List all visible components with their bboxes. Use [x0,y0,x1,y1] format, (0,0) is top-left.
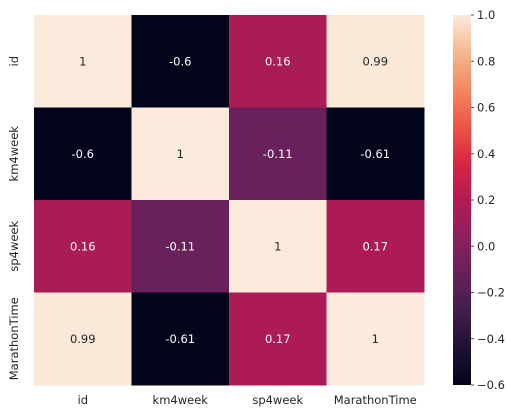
x-axis-tick-labels: id km4week sp4week MarathonTime [78,393,417,407]
cell-value-label-2-2: 1 [274,239,281,253]
heatmap-cell-2-2 [229,200,327,293]
heatmap-cell-1-0 [34,107,132,201]
heatmap-cell-3-3 [326,292,425,386]
heatmap-cell-labels: 1 -0.6 0.16 0.99-0.6 1 -0.11 -0.610.16 -0.11 1 0.… [70,54,390,346]
cell-value-label-0-0: 1 [79,54,86,68]
colorbar-tick-label: −0.4 [477,332,505,346]
cell-value-label-1-3: -0.61 [360,147,390,161]
heatmap-cell-2-0 [34,200,132,293]
heatmap-cell-3-0 [34,292,132,386]
cell-value-label-2-1: -0.11 [165,239,195,253]
heatmap-cell-0-0 [34,15,132,108]
colorbar-tick-labels: −0.6 −0.4 −0.2 0.0 0.2 0.4 0.6 0.8 1.0 [471,8,505,392]
heatmap-cell-1-1 [131,107,230,201]
heatmap-cell-0-2 [229,15,327,108]
x-tick-label: sp4week [252,393,303,407]
heatmap-cells [34,15,425,386]
colorbar-tick-label: 1.0 [477,8,495,22]
heatmap-cell-3-2 [229,292,327,386]
heatmap-cell-1-3 [326,107,425,201]
y-axis-tick-labels: id km4week sp4week MarathonTime [7,56,21,380]
colorbar-tick-label: −0.2 [477,286,505,300]
cell-value-label-2-0: 0.16 [70,239,96,253]
cell-value-label-0-3: 0.99 [362,54,388,68]
colorbar-tick-label: 0.2 [477,193,495,207]
colorbar-tick-label: 0.4 [477,147,495,161]
heatmap-cell-2-1 [131,200,230,293]
heatmap-cell-3-1 [131,292,230,386]
heatmap-cell-2-3 [326,200,425,293]
x-tick-label: id [78,393,89,407]
cell-value-label-1-0: -0.6 [72,147,94,161]
cell-value-label-3-3: 1 [372,332,379,346]
heatmap-cell-0-3 [326,15,425,108]
cell-value-label-3-0: 0.99 [70,332,96,346]
y-tick-label: sp4week [7,221,21,272]
colorbar-tick-label: 0.6 [477,101,495,115]
cell-value-label-1-2: -0.11 [263,147,293,161]
cell-value-label-2-3: 0.17 [362,239,388,253]
cell-value-label-0-2: 0.16 [265,54,291,68]
cell-value-label-3-2: 0.17 [265,332,291,346]
x-tick-label: km4week [153,393,209,407]
y-tick-label: MarathonTime [7,297,21,380]
cell-value-label-3-1: -0.61 [165,332,195,346]
heatmap-cell-1-2 [229,107,327,201]
y-tick-label: id [7,56,21,67]
colorbar-tick-label: 0.8 [477,54,495,68]
cell-value-label-1-1: 1 [177,147,184,161]
colorbar-tick-label: −0.6 [477,378,505,392]
cell-value-label-0-1: -0.6 [169,54,191,68]
heatmap-cell-0-1 [131,15,230,108]
colorbar-gradient [453,15,471,385]
colorbar-tick-label: 0.0 [477,239,495,253]
x-tick-label: MarathonTime [334,393,417,407]
colorbar: −0.6 −0.4 −0.2 0.0 0.2 0.4 0.6 0.8 1.0 [453,8,505,392]
y-tick-label: km4week [7,126,21,182]
